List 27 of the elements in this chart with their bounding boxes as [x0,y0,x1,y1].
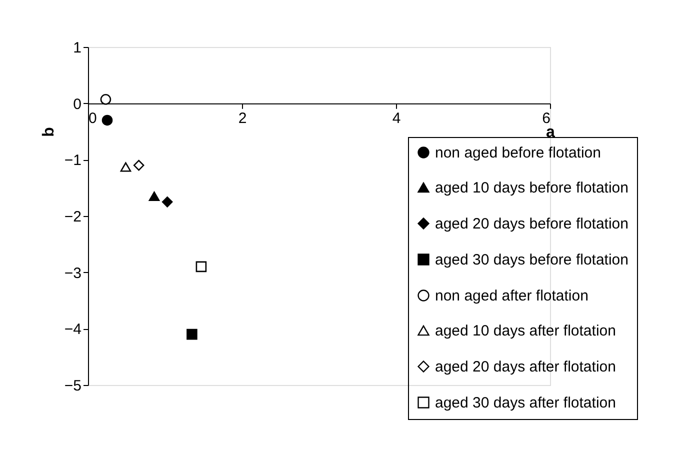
point [133,160,144,171]
point [196,261,207,272]
x-tick-label: 4 [392,110,401,127]
legend-label: non aged after flotation [435,288,588,304]
point [148,192,160,202]
y-tick-label: −5 [64,378,82,394]
y-tick-label: −1 [64,152,82,170]
legend-label: aged 20 days after flotation [435,358,616,376]
legend-label: aged 10 days before flotation [435,180,628,196]
legend-label: aged 20 days before flotation [435,216,628,232]
y-axis-title: b [40,126,58,137]
y-tick-label: −3 [64,264,82,282]
x-tick-label: 2 [238,110,247,127]
legend-label: non aged before flotation [435,144,601,162]
legend-label: aged 30 days before flotation [435,252,628,268]
point [102,114,113,126]
x-tick-label: 0 [88,110,97,127]
point [120,162,132,172]
point [186,328,198,340]
y-tick-label: −4 [64,321,82,338]
point [162,196,173,208]
y-tick-label: 0 [73,96,82,113]
legend-label: aged 10 days after flotation [435,322,616,340]
y-tick-label: −2 [64,208,82,226]
y-tick-label: 1 [73,40,82,56]
legend-label: aged 30 days after flotation [435,394,616,412]
point [100,94,112,105]
